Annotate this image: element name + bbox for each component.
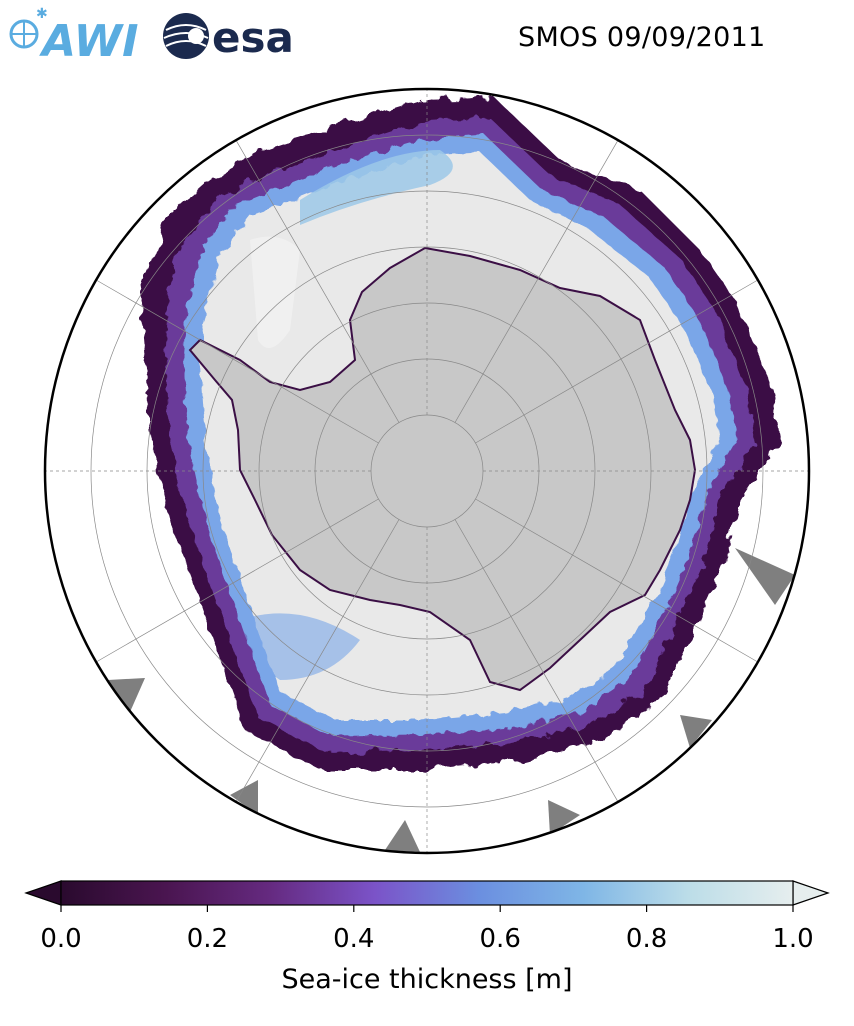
map-boundary [43, 87, 811, 855]
graticule-lines [45, 89, 809, 853]
missing-data-wedge [680, 715, 712, 748]
meridian-line [475, 279, 758, 444]
meridian-line [454, 519, 619, 802]
missing-data-wedge [548, 800, 580, 835]
colorbar [24, 880, 830, 912]
meridian-line [454, 140, 619, 423]
colorbar-tick-marks [60, 905, 794, 912]
colorbar-tick-label: 0.4 [333, 924, 375, 954]
colorbar-tick-label: 0.0 [40, 924, 82, 954]
awi-star-icon: ✱ [36, 6, 48, 22]
awi-logo-text: AWI [39, 16, 139, 67]
missing-data-wedge [108, 678, 145, 712]
missing-data-areas [108, 548, 795, 852]
esa-logo: esa [163, 13, 294, 62]
meridian-line [235, 140, 400, 423]
latitude-circle [258, 302, 596, 640]
meridian-line [235, 519, 400, 802]
colorbar-tick-label: 0.8 [625, 924, 668, 954]
colorbar-tick-label: 0.2 [186, 924, 229, 954]
latitude-circle [90, 134, 764, 808]
colorbar-tick-label: 1.0 [772, 924, 814, 954]
logos: ✱ AWI esa [9, 6, 294, 67]
meridian-line [96, 279, 379, 444]
colorbar-extend-max [792, 880, 830, 906]
map-title: SMOS 09/09/2011 [518, 22, 766, 53]
missing-data-wedge [735, 548, 795, 605]
missing-data-wedge [385, 820, 420, 852]
meridian-line [96, 498, 379, 663]
missing-data-wedge [230, 780, 258, 815]
colorbar-tick-label: 0.6 [479, 924, 521, 954]
colorbar-extend-min [24, 880, 62, 906]
colorbar-label: Sea-ice thickness [m] [281, 964, 573, 995]
colorbar-gradient [60, 880, 794, 906]
awi-globe-lines-icon [11, 21, 37, 47]
awi-logo: ✱ AWI [9, 6, 139, 67]
meridian-line [475, 498, 758, 663]
esa-logo-text: esa [212, 13, 294, 62]
esa-emblem-icon [163, 13, 209, 59]
polar-map [43, 87, 811, 855]
